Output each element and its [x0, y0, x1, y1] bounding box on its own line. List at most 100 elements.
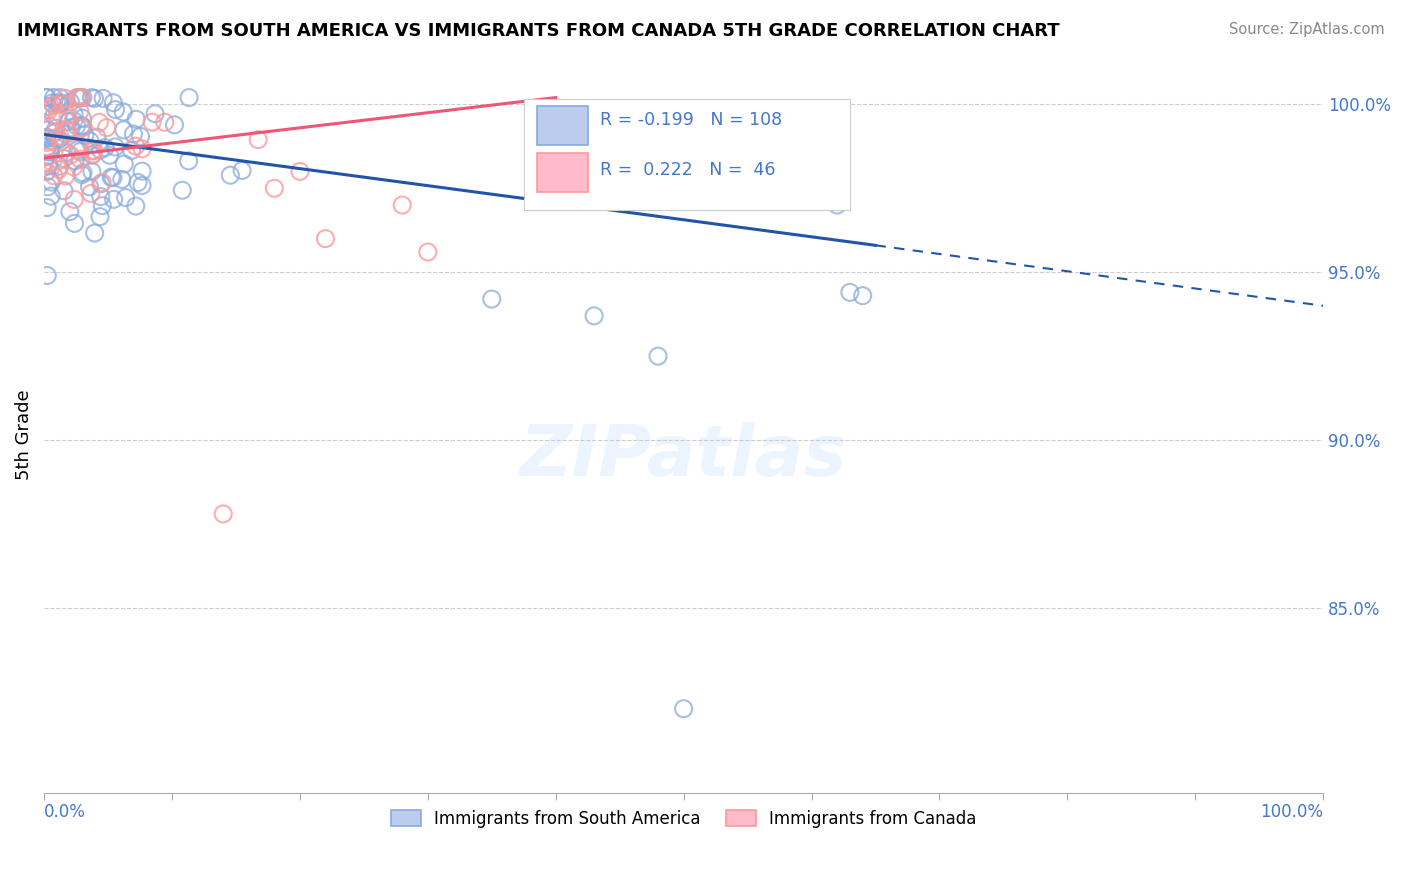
Point [647, 349, 669, 363]
Point [38, 120, 60, 134]
FancyBboxPatch shape [537, 106, 588, 145]
Point [35, 90, 58, 104]
Point [35, 145, 58, 159]
Point [91, 199, 114, 213]
Point [48, 133, 70, 147]
Point [37, 268, 59, 283]
Point [62, 160, 84, 174]
Text: 100.0%: 100.0% [1260, 803, 1323, 821]
Point [125, 112, 148, 127]
Point [583, 309, 606, 323]
Point [45, 95, 67, 110]
Point [288, 164, 311, 178]
Point [60, 120, 83, 135]
Point [63, 153, 86, 168]
Point [35, 102, 58, 116]
Point [90, 177, 112, 191]
Point [56, 108, 79, 122]
Point [70, 90, 93, 104]
Point [141, 115, 163, 129]
Point [79, 179, 101, 194]
Point [69, 104, 91, 119]
Point [127, 176, 149, 190]
Point [672, 194, 695, 209]
Point [72, 111, 94, 125]
Point [37, 201, 59, 215]
Point [83, 144, 105, 158]
Point [35, 164, 58, 178]
Point [121, 144, 143, 158]
Point [72, 166, 94, 180]
Point [104, 140, 127, 154]
Point [63, 107, 86, 121]
Point [101, 170, 124, 185]
Point [96, 120, 118, 135]
Point [172, 183, 194, 197]
Point [111, 172, 134, 186]
Point [59, 95, 82, 110]
Point [163, 118, 186, 132]
Point [48, 162, 70, 177]
Point [42, 90, 65, 104]
Point [49, 95, 72, 110]
Point [59, 148, 82, 162]
Point [89, 115, 111, 129]
Point [80, 90, 103, 104]
Legend: Immigrants from South America, Immigrants from Canada: Immigrants from South America, Immigrant… [384, 803, 983, 834]
Point [70, 119, 93, 133]
Point [59, 204, 82, 219]
Point [82, 147, 104, 161]
Point [45, 121, 67, 136]
Point [672, 702, 695, 716]
Point [37, 150, 59, 164]
Point [38, 156, 60, 170]
Point [65, 119, 87, 133]
Point [52, 184, 75, 198]
Point [103, 192, 125, 206]
Point [838, 285, 860, 300]
Point [41, 155, 63, 169]
Point [42, 126, 65, 140]
Text: R =  0.222   N =  46: R = 0.222 N = 46 [600, 161, 776, 179]
Point [41, 175, 63, 189]
Text: 0.0%: 0.0% [44, 803, 86, 821]
Point [37, 179, 59, 194]
Point [39, 142, 62, 156]
Point [56, 125, 79, 139]
Point [63, 216, 86, 230]
Point [48, 128, 70, 143]
FancyBboxPatch shape [537, 153, 588, 192]
Point [56, 124, 79, 138]
Point [91, 91, 114, 105]
Point [103, 95, 125, 110]
Point [98, 148, 121, 162]
Point [35, 90, 58, 104]
Point [104, 103, 127, 117]
Text: R = -0.199   N = 108: R = -0.199 N = 108 [600, 112, 783, 129]
Point [63, 193, 86, 207]
Point [42, 169, 65, 183]
Point [122, 127, 145, 141]
Point [37, 123, 59, 137]
Point [70, 168, 93, 182]
Point [212, 507, 235, 521]
Point [42, 98, 65, 112]
Point [481, 292, 503, 306]
Point [131, 142, 153, 156]
Point [91, 176, 114, 190]
Point [48, 96, 70, 111]
Point [124, 139, 146, 153]
Point [82, 144, 104, 158]
Point [35, 136, 58, 150]
Point [143, 107, 166, 121]
Point [39, 145, 62, 159]
Y-axis label: 5th Grade: 5th Grade [15, 390, 32, 481]
Point [45, 125, 67, 139]
Point [112, 123, 135, 137]
Point [69, 153, 91, 167]
Point [247, 133, 270, 147]
Point [55, 169, 77, 183]
Point [231, 163, 253, 178]
Point [35, 140, 58, 154]
Point [66, 143, 89, 157]
